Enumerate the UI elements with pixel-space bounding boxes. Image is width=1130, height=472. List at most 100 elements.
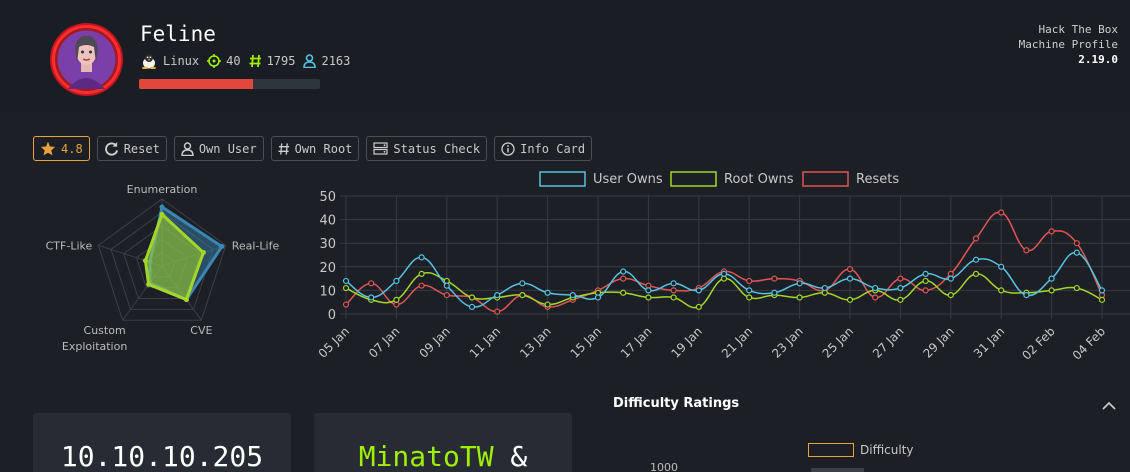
brand-block: Hack The Box Machine Profile 2.19.0 [1019,22,1118,67]
y-tick-label: 30 [319,237,336,252]
difficulty-legend: Difficulty [808,443,914,457]
radar-label: Real-Life [232,239,280,252]
rating-button[interactable]: 4.8 [33,136,90,161]
data-point [922,277,929,285]
x-tick-label: 11 Jan [467,324,503,360]
crosshair-icon [207,54,222,68]
data-point [1073,249,1080,256]
data-point [494,292,501,299]
legend-label: User Owns [593,172,663,187]
x-tick-label: 21 Jan [719,324,755,360]
y-tick-label: 10 [319,284,336,299]
data-point [544,289,551,296]
data-point [443,282,450,289]
data-point [1048,275,1055,282]
own-user-button[interactable]: Own User [173,136,264,161]
status-check-label: Status Check [393,141,481,156]
ip-card[interactable]: 10.10.10.205 [33,413,291,472]
data-point [418,254,425,261]
data-point [544,301,551,308]
data-point [368,280,375,287]
difficulty-legend-swatch [808,443,854,457]
data-point [1048,228,1055,235]
data-point [418,270,425,277]
data-point [645,294,652,301]
data-point [897,284,904,292]
legend-label: Resets [856,172,899,187]
star-icon [40,141,56,156]
x-tick-label: 23 Jan [769,324,805,360]
data-point [670,294,677,301]
radar-grid-ring [110,211,214,310]
data-point [342,284,350,292]
data-point [670,287,677,294]
legend-swatch [539,171,586,187]
legend-swatch [670,171,717,187]
data-point [620,275,627,282]
data-point [519,280,526,287]
chevron-up-icon[interactable] [1101,396,1117,415]
data-point [1023,247,1030,254]
x-tick-label: 19 Jan [668,324,704,360]
data-point [1023,292,1030,299]
machine-avatar [50,23,123,96]
data-point [846,275,854,282]
series-line-resets [345,211,1103,313]
x-tick-label: 31 Jan [971,324,1007,360]
reset-button[interactable]: Reset [96,136,167,161]
difficulty-legend-label: Difficulty [860,443,914,457]
info-icon [501,141,515,156]
data-point [922,287,929,294]
ip-address: 10.10.10.205 [60,440,264,472]
maker-card[interactable]: MinatoTW & [314,413,572,472]
info-card-button[interactable]: Info Card [494,136,593,161]
data-point [1048,287,1055,294]
y-tick-label: 50 [319,190,336,205]
progress-fill [139,79,254,89]
maker-line: MinatoTW & [314,440,572,472]
progress-bar [139,79,320,89]
radar-point [219,244,225,250]
radar-series-users [143,211,206,302]
data-point [670,280,677,287]
data-point [972,256,980,263]
hashtag-outline-icon [278,142,289,155]
data-point [1098,296,1106,303]
legend-label: Root Owns [724,172,794,187]
radar-label: CVE [190,324,212,337]
machine-stats: Linux 40 1795 2163 [140,52,358,70]
difficulty-bar [811,468,864,472]
status-check-button[interactable]: Status Check [366,136,488,161]
profile-header: Feline Linux 40 [0,0,1130,113]
data-point [771,275,778,282]
rating-value: 4.8 [61,141,83,156]
y-tick-label: 40 [319,214,336,229]
data-point [796,280,803,287]
os-label: Linux [163,54,200,68]
own-root-button[interactable]: Own Root [270,136,360,161]
data-point [846,266,854,273]
data-point [594,294,602,301]
data-point [645,287,652,294]
user-outline-icon [181,141,194,156]
maker-name: MinatoTW [358,440,494,472]
maker-suffix: & [510,440,528,472]
y-tick-label: 0 [328,308,336,323]
data-point [468,294,476,301]
radar-chart: Enumeration Real-Life CVE Custom Exploitatio… [46,183,280,353]
data-point [947,292,954,299]
version-label: 2.19.0 [1078,53,1118,66]
x-tick-label: 07 Jan [366,324,402,360]
radar-point [159,211,165,217]
data-point [1098,287,1106,294]
data-point [796,294,803,301]
server-icon [373,142,389,155]
data-point [720,270,728,277]
data-point [922,270,929,277]
data-point [872,294,879,301]
x-tick-label: 02 Feb [1019,324,1057,362]
data-point [695,303,702,311]
x-tick-label: 17 Jan [618,324,654,360]
brand-line2: Machine Profile [1018,38,1118,51]
x-tick-label: 25 Jan [820,324,856,360]
